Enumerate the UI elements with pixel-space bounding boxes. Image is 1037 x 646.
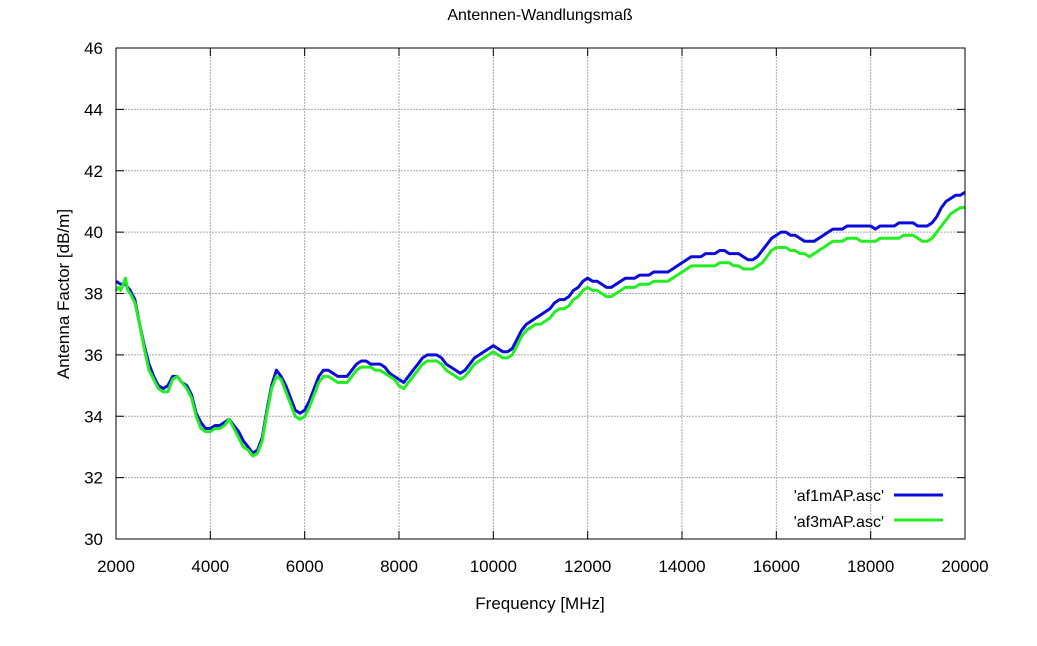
y-tick-label: 36 — [84, 346, 103, 365]
x-tick-labels: 2000 4000 6000 8000 10000 12000 14000 16000 1800… — [97, 557, 989, 576]
x-tick-label: 16000 — [753, 557, 800, 576]
y-tick-label: 46 — [84, 39, 103, 58]
y-tick-label: 38 — [84, 285, 103, 304]
series-layer — [114, 190, 966, 458]
y-tick-label: 42 — [84, 162, 103, 181]
y-tick-label: 30 — [84, 530, 103, 549]
x-tick-label: 18000 — [847, 557, 894, 576]
y-axis-label: Antenna Factor [dB/m] — [54, 209, 73, 379]
y-tick-label: 40 — [84, 223, 103, 242]
legend: 'af1mAP.asc' 'af3mAP.asc' — [794, 488, 943, 531]
x-tick-label: 6000 — [286, 557, 324, 576]
x-tick-label: 12000 — [564, 557, 611, 576]
chart-title: Antennen-Wandlungsmaß — [447, 7, 633, 24]
grid-lines — [116, 48, 965, 539]
plot-frame — [115, 47, 966, 540]
y-tick-label: 34 — [84, 407, 103, 426]
y-tick-label: 32 — [84, 469, 103, 488]
y-tick-labels: 30 32 34 36 38 40 42 44 46 — [84, 39, 103, 549]
x-tick-label: 10000 — [470, 557, 517, 576]
x-tick-label: 8000 — [380, 557, 418, 576]
x-axis-label: Frequency [MHz] — [475, 594, 604, 613]
series-line-af3map — [114, 206, 965, 458]
x-tick-label: 20000 — [941, 557, 988, 576]
x-tick-label: 4000 — [191, 557, 229, 576]
x-tick-label: 2000 — [97, 557, 135, 576]
legend-label-af3map: 'af3mAP.asc' — [794, 514, 884, 531]
x-tick-label: 14000 — [658, 557, 705, 576]
legend-label-af1map: 'af1mAP.asc' — [794, 488, 884, 505]
y-tick-label: 44 — [84, 100, 103, 119]
